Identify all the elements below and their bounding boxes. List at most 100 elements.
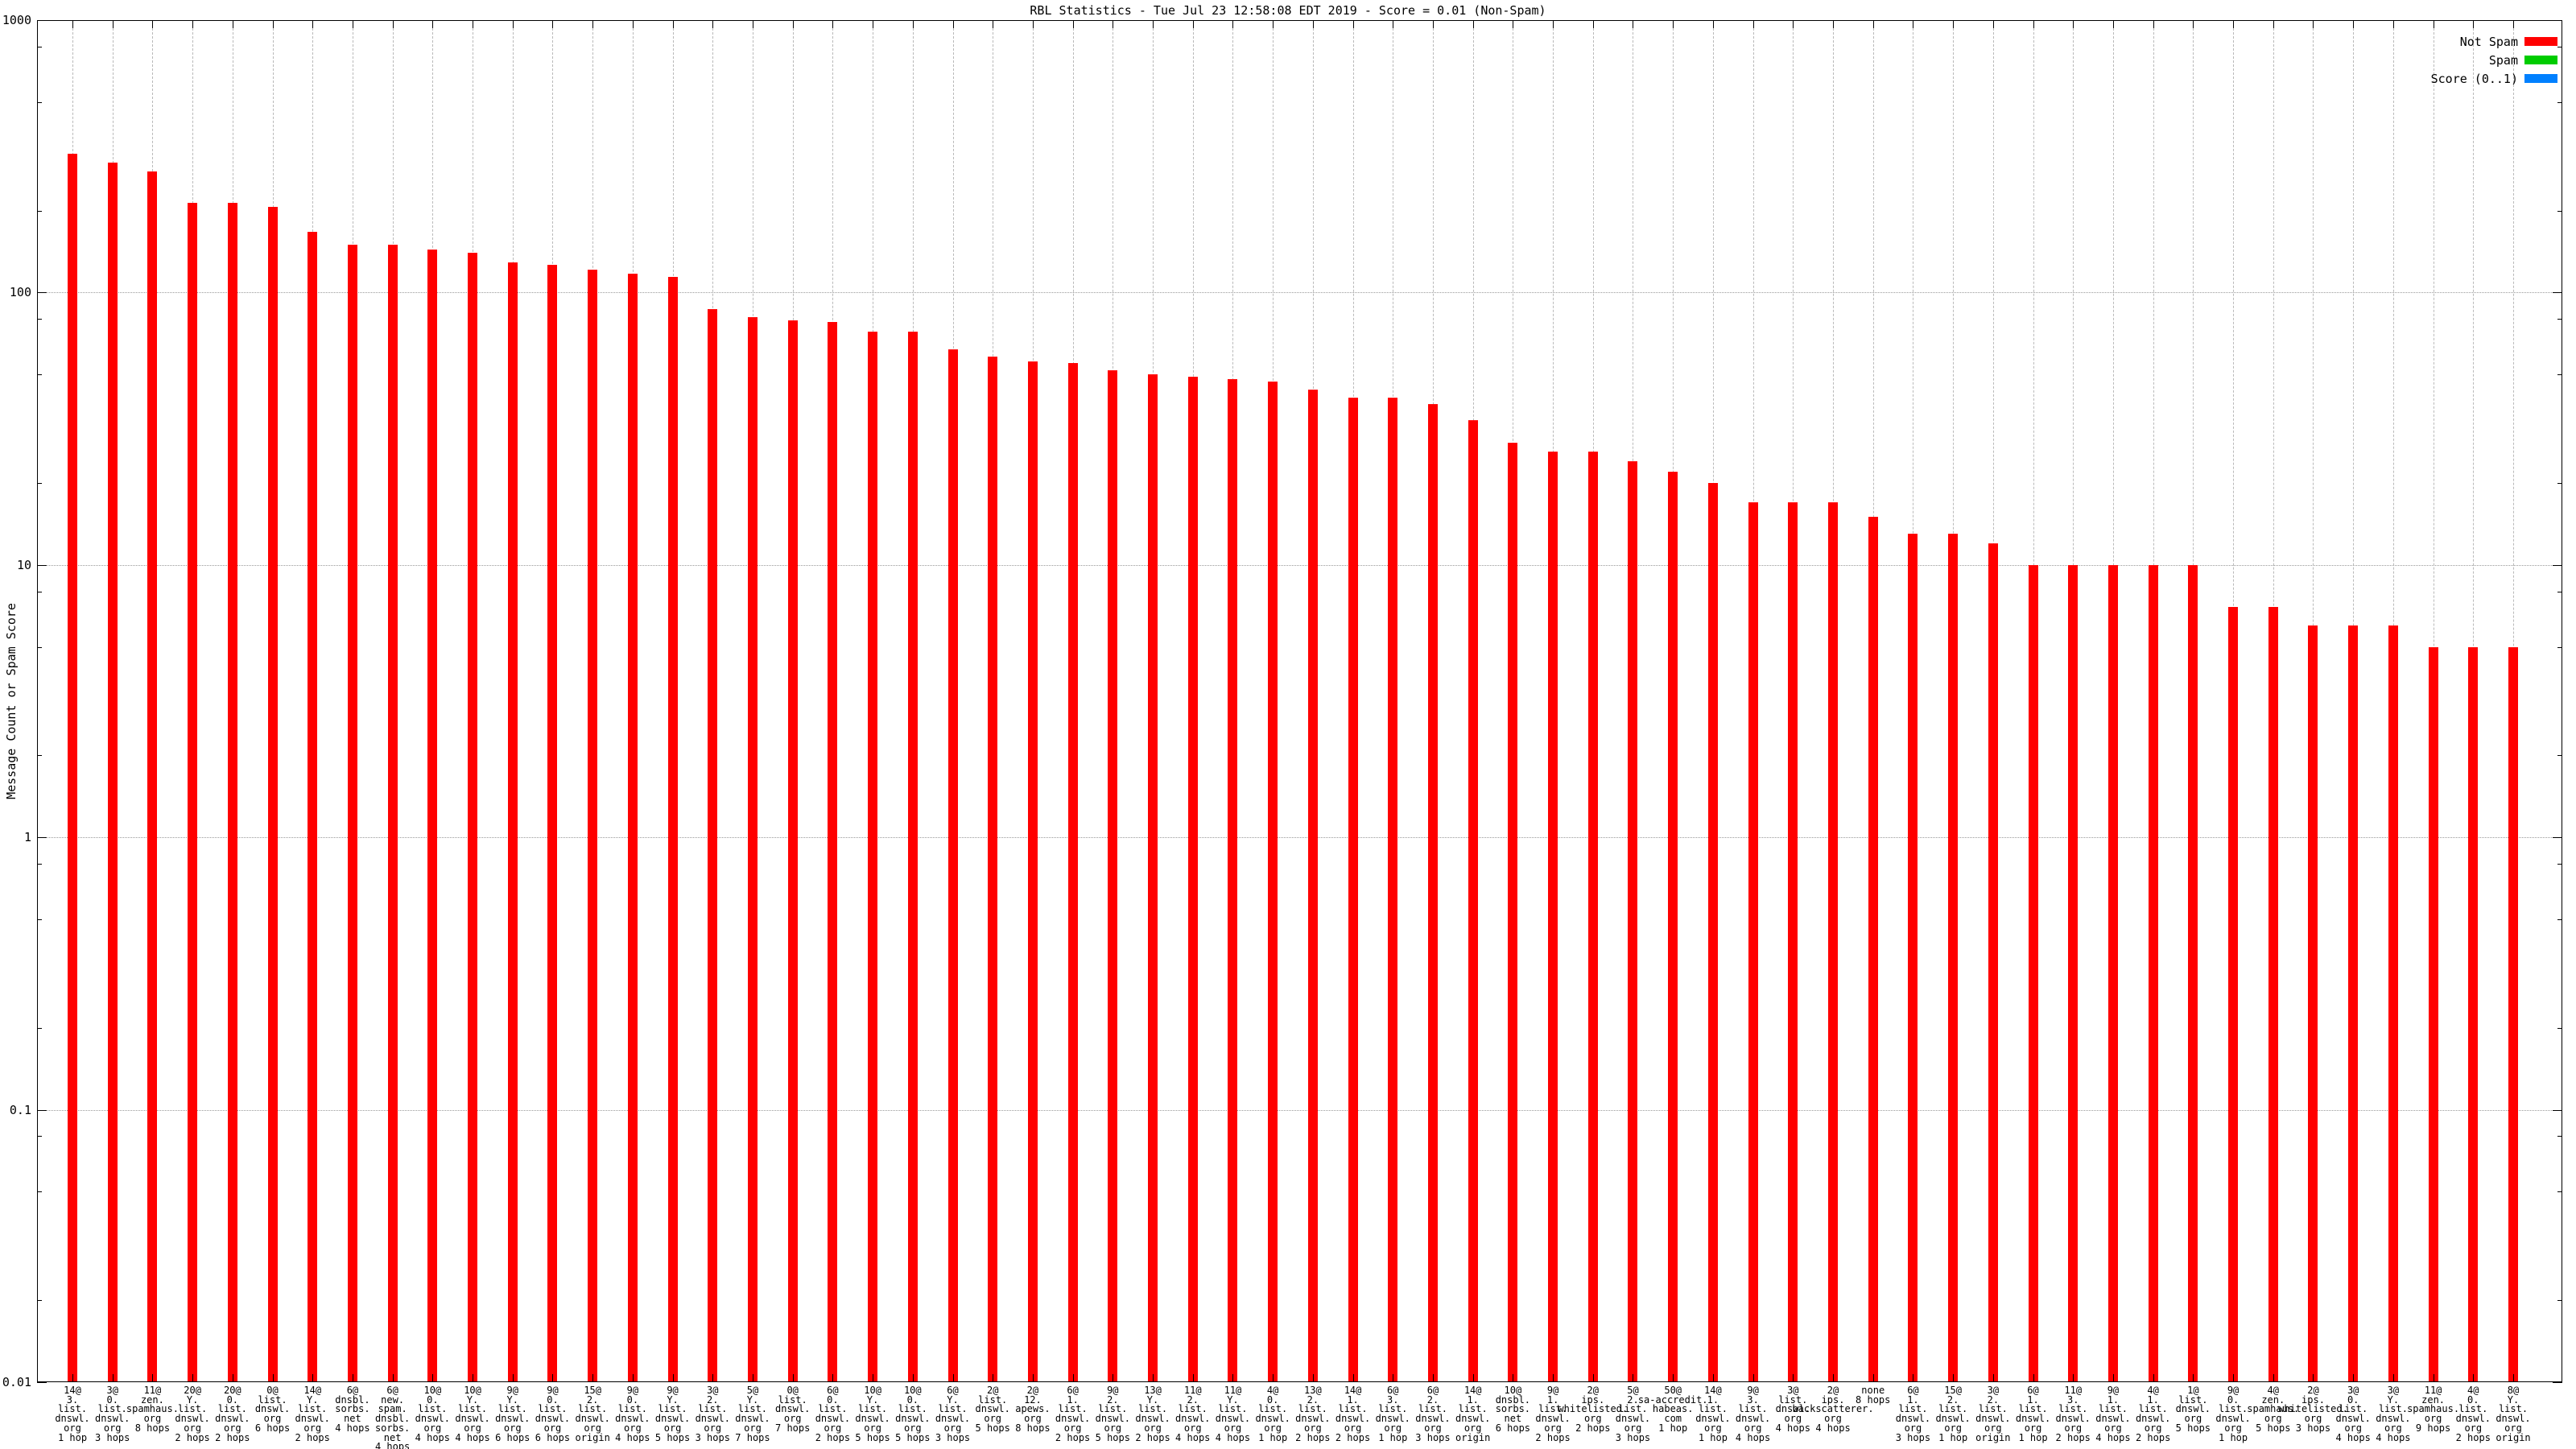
bar (188, 202, 198, 1381)
x-tick-label: 6@ dnsbl. sorbs. net 4 hops (335, 1385, 370, 1434)
y-minor-tick (37, 1027, 42, 1029)
x-tick (1872, 1374, 1874, 1382)
x-tick (2033, 20, 2034, 28)
gridline-y (38, 837, 2562, 839)
bar (1668, 471, 1678, 1381)
bar (2268, 607, 2278, 1381)
x-tick-label: 15@ 2. list. dnswl. org 1 hop (1935, 1385, 1971, 1443)
x-tick-label: 6@ 0. list. dnswl. org 2 hops (815, 1385, 851, 1443)
x-tick (272, 20, 274, 28)
y-minor-tick (2557, 1300, 2562, 1302)
bar (507, 262, 518, 1381)
bar (1548, 452, 1558, 1381)
x-tick (632, 20, 634, 28)
x-tick-label: 14@ 1. list. dnswl. org 1 hop (1695, 1385, 1731, 1443)
x-tick-label: 4@ 1. list. dnswl. org 2 hops (2135, 1385, 2171, 1443)
bar (2348, 625, 2359, 1381)
bar (2148, 564, 2158, 1381)
x-tick-label: 11@ zen. spamhaus. org 8 hops (126, 1385, 179, 1434)
x-tick (1953, 1374, 1955, 1382)
y-minor-tick (37, 863, 42, 865)
x-tick (1032, 1374, 1034, 1382)
y-tick (2553, 20, 2562, 21)
bar (387, 244, 398, 1381)
bar (1427, 403, 1438, 1381)
bar (427, 249, 438, 1381)
bar (1067, 363, 1078, 1381)
x-tick (512, 20, 514, 28)
x-tick (1273, 1374, 1274, 1382)
x-tick (1712, 20, 1714, 28)
bar (1788, 502, 1798, 1381)
x-tick (432, 20, 434, 28)
x-tick-label: 9@ 1. list. dnswl. org 2 hops (1535, 1385, 1571, 1443)
x-tick (952, 20, 954, 28)
bar (1628, 461, 1638, 1381)
y-minor-tick (2557, 1027, 2562, 1029)
x-tick (1592, 20, 1594, 28)
x-tick-label: 9@ 0. list. dnswl. org 6 hops (535, 1385, 571, 1443)
gridline-y (38, 1109, 2562, 1111)
y-minor-tick (37, 919, 42, 921)
y-minor-tick (2557, 1191, 2562, 1193)
x-tick (1432, 1374, 1434, 1382)
x-tick (1472, 20, 1474, 28)
bar (227, 202, 237, 1381)
x-tick-label: 3@ Y. list. dnswl. org 4 hops (2376, 1385, 2411, 1443)
x-tick-label: 2@ list. dnswl. org 5 hops (975, 1385, 1010, 1434)
x-tick-label: 2@ ips. whitelisted. org 2 hops (1558, 1385, 1629, 1434)
y-tick-label: 10 (16, 557, 31, 572)
x-tick (1192, 1374, 1194, 1382)
x-tick (2073, 20, 2074, 28)
x-tick (432, 1374, 434, 1382)
y-tick-label: 1000 (2, 13, 31, 27)
x-tick (2353, 20, 2355, 28)
y-minor-tick (2557, 319, 2562, 320)
x-tick-label: 13@ Y. list. dnswl. org 2 hops (1135, 1385, 1170, 1443)
y-axis-label: Message Count or Spam Score (4, 603, 19, 799)
y-minor-tick (37, 374, 42, 376)
x-tick (1352, 1374, 1354, 1382)
x-tick (72, 1374, 73, 1382)
x-tick-label: 10@ 0. list. dnswl. org 5 hops (895, 1385, 931, 1443)
x-tick (1953, 20, 1955, 28)
y-tick (37, 837, 47, 839)
x-tick (1833, 1374, 1835, 1382)
x-tick-label: 6@ Y. list. dnswl. org 3 hops (935, 1385, 971, 1443)
chart-title: RBL Statistics - Tue Jul 23 12:58:08 EDT… (1030, 3, 1546, 18)
y-minor-tick (37, 1136, 42, 1137)
bar (547, 265, 558, 1381)
bar (1348, 398, 1358, 1381)
x-tick (2313, 1374, 2314, 1382)
y-minor-tick (2557, 101, 2562, 103)
x-tick (1793, 20, 1794, 28)
x-tick (712, 1374, 714, 1382)
x-tick (592, 20, 594, 28)
x-tick (2392, 1374, 2394, 1382)
x-tick (1793, 1374, 1794, 1382)
y-tick-label: 1 (23, 830, 31, 845)
bar (1388, 398, 1398, 1381)
x-tick (1673, 1374, 1674, 1382)
bar (1948, 534, 1959, 1381)
x-tick (1153, 1374, 1154, 1382)
x-tick (1472, 1374, 1474, 1382)
y-minor-tick (2557, 755, 2562, 757)
x-tick (2513, 1374, 2514, 1382)
x-tick (672, 20, 674, 28)
x-tick-label: 5@ Y. list. dnswl. org 7 hops (735, 1385, 770, 1443)
bar (267, 207, 278, 1381)
x-tick-label: 14@ Y. list. dnswl. org 2 hops (295, 1385, 330, 1443)
y-tick-label: 0.1 (9, 1102, 31, 1117)
y-minor-tick (2557, 482, 2562, 484)
y-tick (2553, 564, 2562, 566)
bar (107, 163, 118, 1381)
bar (747, 317, 758, 1381)
x-tick-label: 3@ 0. list. dnswl. org 3 hops (95, 1385, 130, 1443)
bar (2388, 625, 2398, 1381)
x-tick-label: 13@ 2. list. dnswl. org 2 hops (1295, 1385, 1331, 1443)
x-tick (1992, 20, 1994, 28)
bar (1307, 390, 1318, 1381)
bar (1228, 379, 1238, 1381)
